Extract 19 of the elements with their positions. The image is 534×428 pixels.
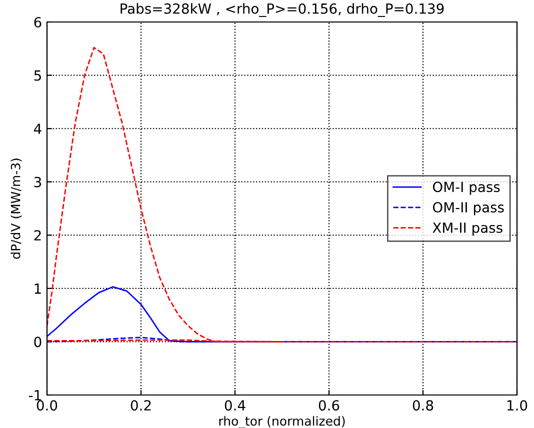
chart-title: Pabs=328kW , <rho_P>=0.156, drho_P=0.139	[120, 3, 444, 17]
y-axis-title: dP/dV (MW/m-3)	[10, 158, 22, 259]
y-tick-label: 2	[34, 230, 41, 240]
y-tick-label: 4	[34, 124, 42, 134]
x-tick-label: 0.6	[318, 400, 340, 411]
y-tick-label: 6	[34, 16, 42, 28]
x-tick-label: 0.4	[224, 400, 246, 411]
x-tick-label: 0.8	[412, 400, 434, 411]
legend-label: OM-I pass	[432, 182, 500, 195]
y-tick-label: 1	[34, 284, 41, 294]
x-tick-label: 1.0	[507, 400, 528, 411]
y-tick-label: 5	[34, 70, 41, 81]
x-tick-label: 0.0	[36, 400, 58, 411]
y-tick-label: -1	[28, 390, 41, 400]
legend-label: OM-II pass	[432, 202, 504, 216]
y-tick-label: 3	[34, 176, 42, 188]
x-tick-label: 0.2	[130, 400, 151, 411]
y-tick-label: 0	[34, 336, 42, 348]
legend-label: XM-II pass	[432, 222, 502, 236]
